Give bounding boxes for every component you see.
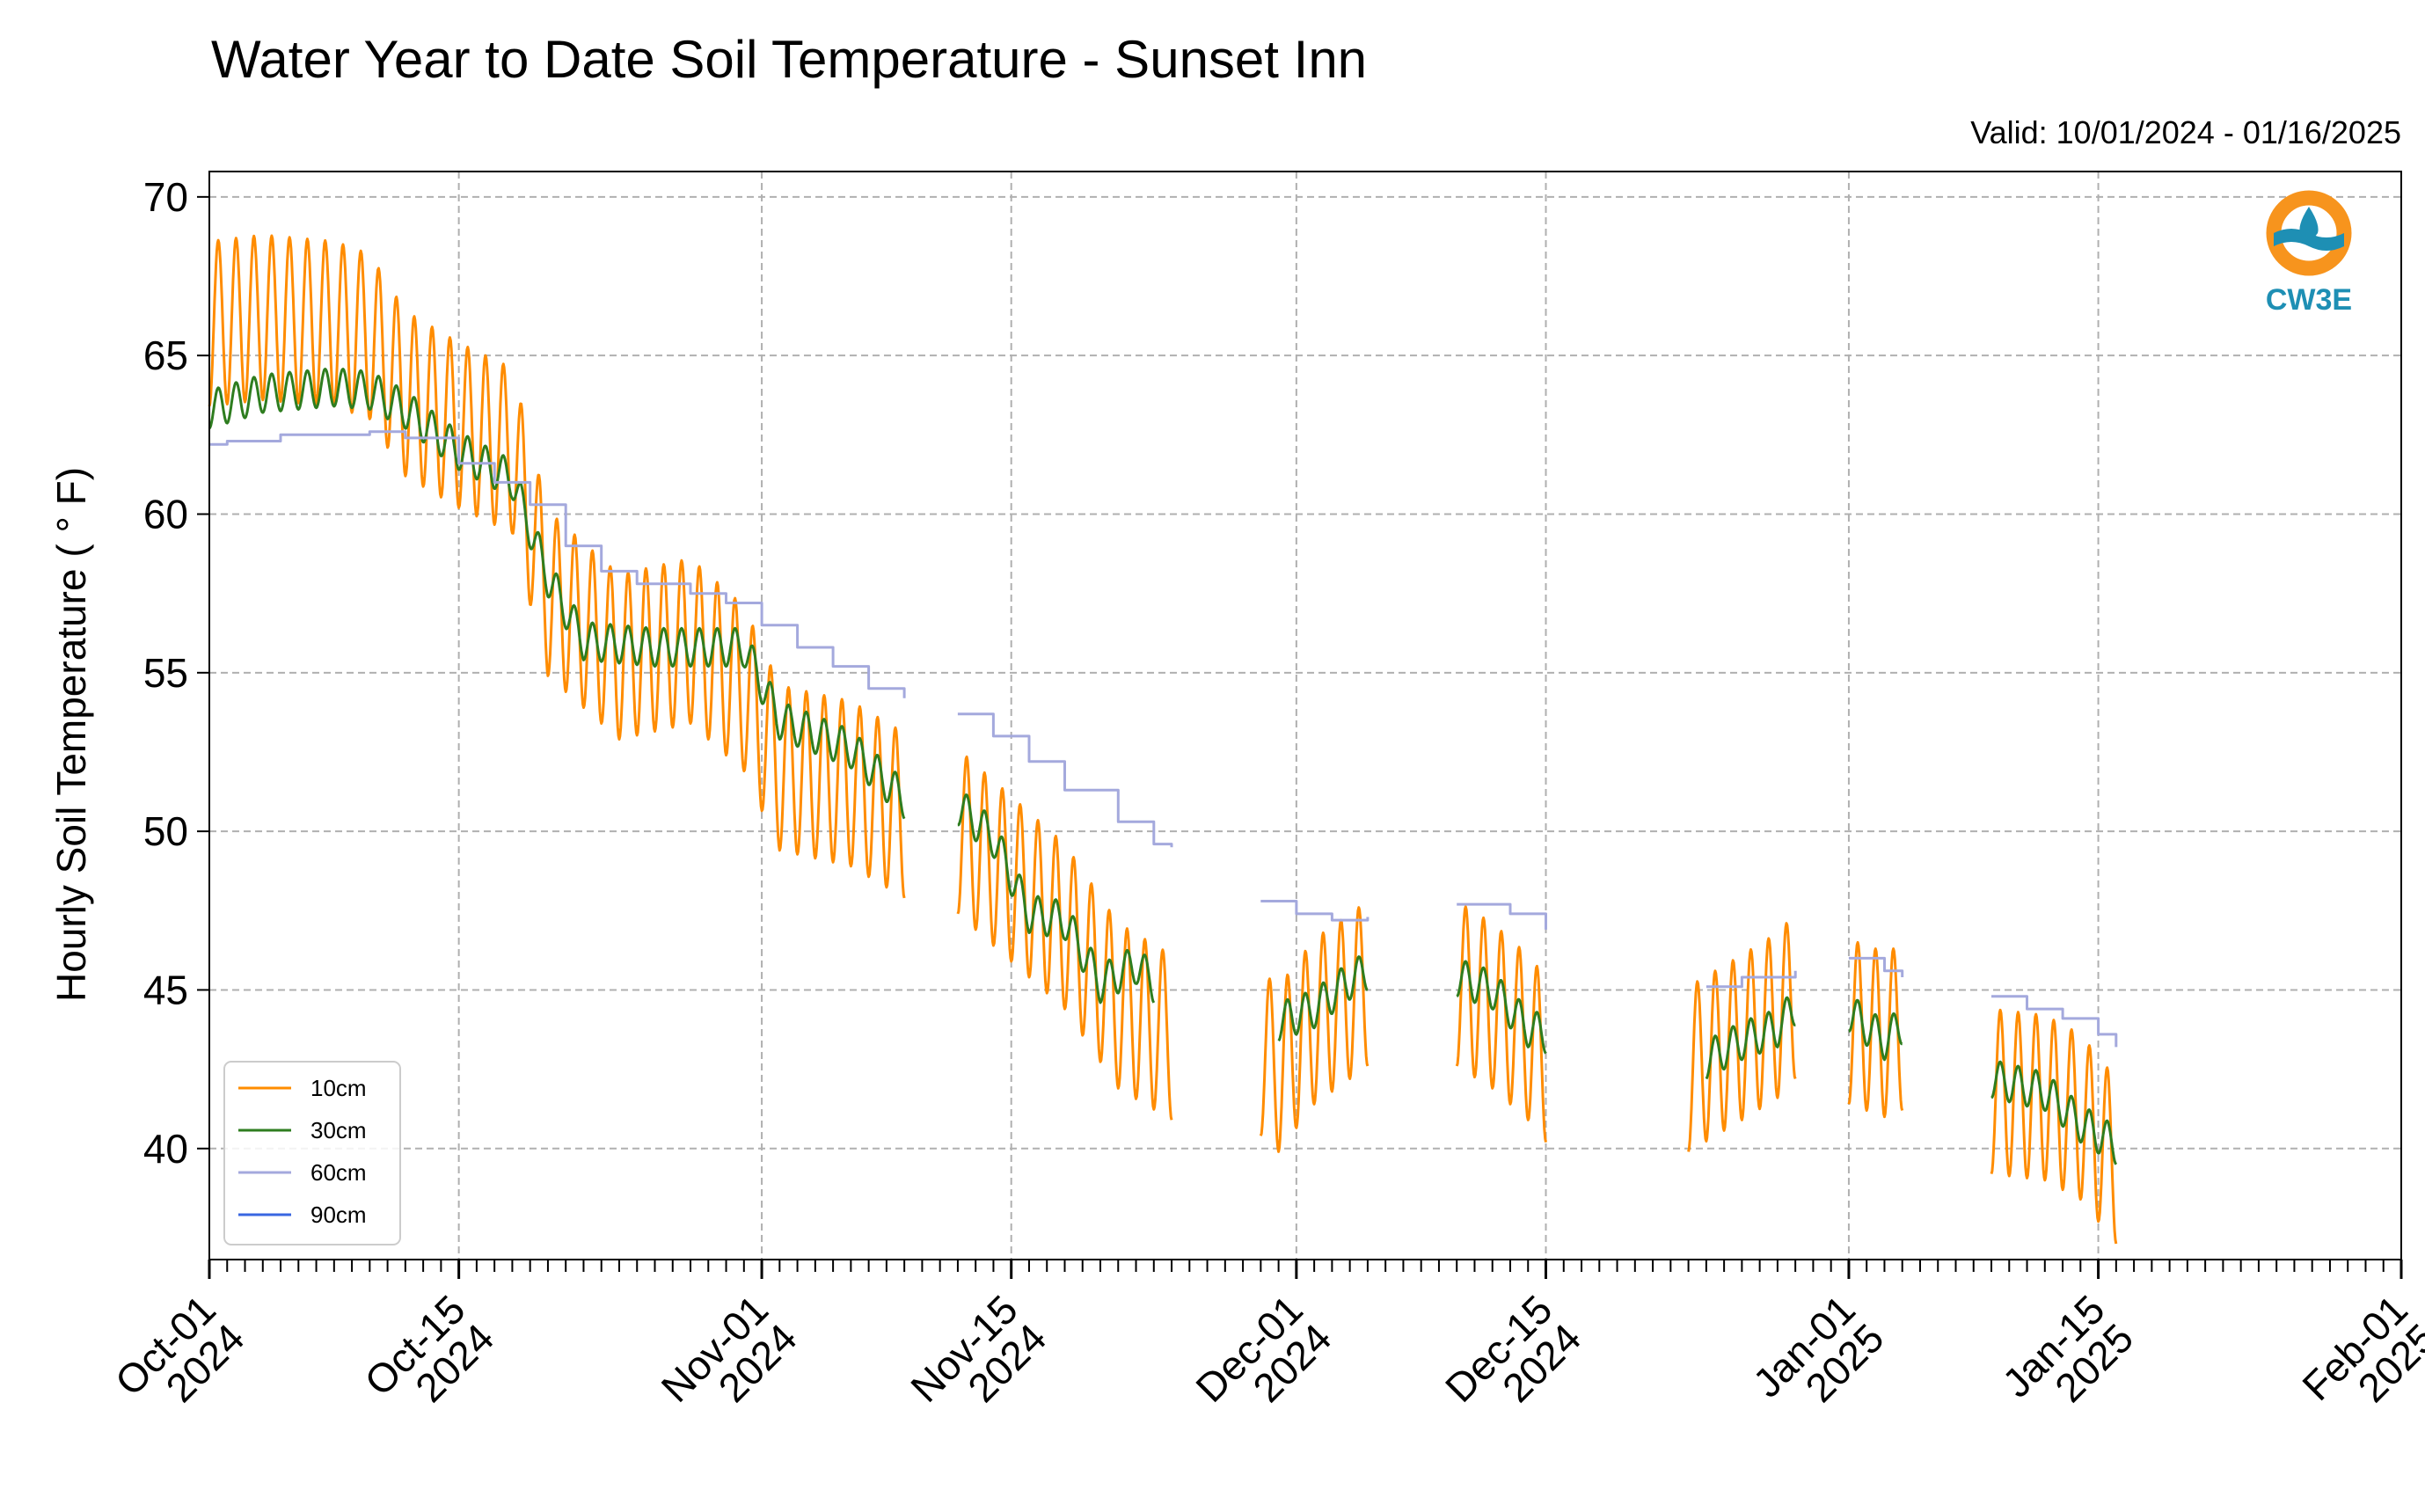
series-line-30cm (1277, 955, 1369, 1042)
logo-text: CW3E (2266, 283, 2352, 317)
series-line-60cm (1457, 902, 1547, 930)
series-line-30cm (1990, 1060, 2118, 1165)
series-line-10cm (208, 234, 906, 899)
series-line-60cm (957, 712, 1173, 848)
x-tick-label: Oct-152024 (355, 1286, 502, 1433)
series-line-10cm (1847, 940, 1904, 1119)
y-tick-label: 40 (143, 1126, 188, 1172)
x-tick-label: Nov-012024 (653, 1286, 806, 1439)
y-tick-label: 65 (143, 332, 188, 378)
y-tick-label: 45 (143, 967, 188, 1012)
series-line-10cm (1455, 905, 1547, 1143)
y-tick-label: 50 (143, 808, 188, 854)
series-line-10cm (1259, 906, 1370, 1153)
y-tick-label: 55 (143, 650, 188, 696)
series-line-10cm (956, 755, 1173, 1121)
series-line-60cm (1260, 900, 1370, 922)
series-line-30cm (1456, 960, 1547, 1055)
x-axis: Oct-012024 Oct-152024 Nov-012024 Nov-152024… (106, 1260, 2425, 1439)
plot-series (208, 234, 2118, 1245)
cw3e-logo: CW3E (2266, 190, 2352, 317)
x-tick-label: Feb-012025 (2293, 1286, 2425, 1437)
legend: 10cm 30cm 60cm 90cm (223, 1061, 401, 1245)
x-tick-label: Dec-152024 (1436, 1286, 1589, 1439)
series-10cm (208, 234, 2118, 1245)
series-line-60cm (1991, 995, 2118, 1048)
series-line-30cm (208, 368, 906, 820)
y-axis: 40 45 50 55 60 65 70 (143, 174, 209, 1172)
legend-label: 90cm (310, 1202, 367, 1228)
y-tick-label: 70 (143, 174, 188, 220)
series-line-30cm (1848, 998, 1903, 1062)
series-line-60cm (1848, 956, 1904, 977)
series-line-10cm (1687, 922, 1797, 1152)
legend-box (223, 1061, 401, 1245)
logo-drop-icon (2299, 207, 2319, 240)
legend-label: 60cm (310, 1159, 367, 1186)
plot-frame (208, 171, 2402, 1260)
series-line-30cm (1705, 996, 1796, 1080)
x-tick-label: Jan-012025 (1744, 1286, 1893, 1435)
series-line-10cm (1990, 1008, 2118, 1245)
x-tick-label: Oct-012024 (106, 1286, 253, 1433)
legend-label: 30cm (310, 1117, 367, 1143)
series-line-60cm (209, 430, 906, 698)
series-line-60cm (1706, 970, 1797, 989)
legend-label: 10cm (310, 1075, 367, 1101)
series-60cm (209, 430, 2118, 1048)
chart-title: Water Year to Date Soil Temperature - Su… (211, 30, 1367, 89)
x-tick-label: Jan-152025 (1993, 1286, 2142, 1435)
y-axis-label: Hourly Soil Temperature ( ° F) (48, 467, 94, 1002)
chart-subtitle: Valid: 10/01/2024 - 01/16/2025 (1970, 114, 2401, 150)
x-tick-label: Dec-012024 (1187, 1286, 1340, 1439)
series-line-30cm (957, 793, 1156, 1004)
series-30cm (208, 368, 2118, 1165)
y-tick-label: 60 (143, 491, 188, 537)
x-tick-label: Nov-152024 (902, 1286, 1055, 1439)
